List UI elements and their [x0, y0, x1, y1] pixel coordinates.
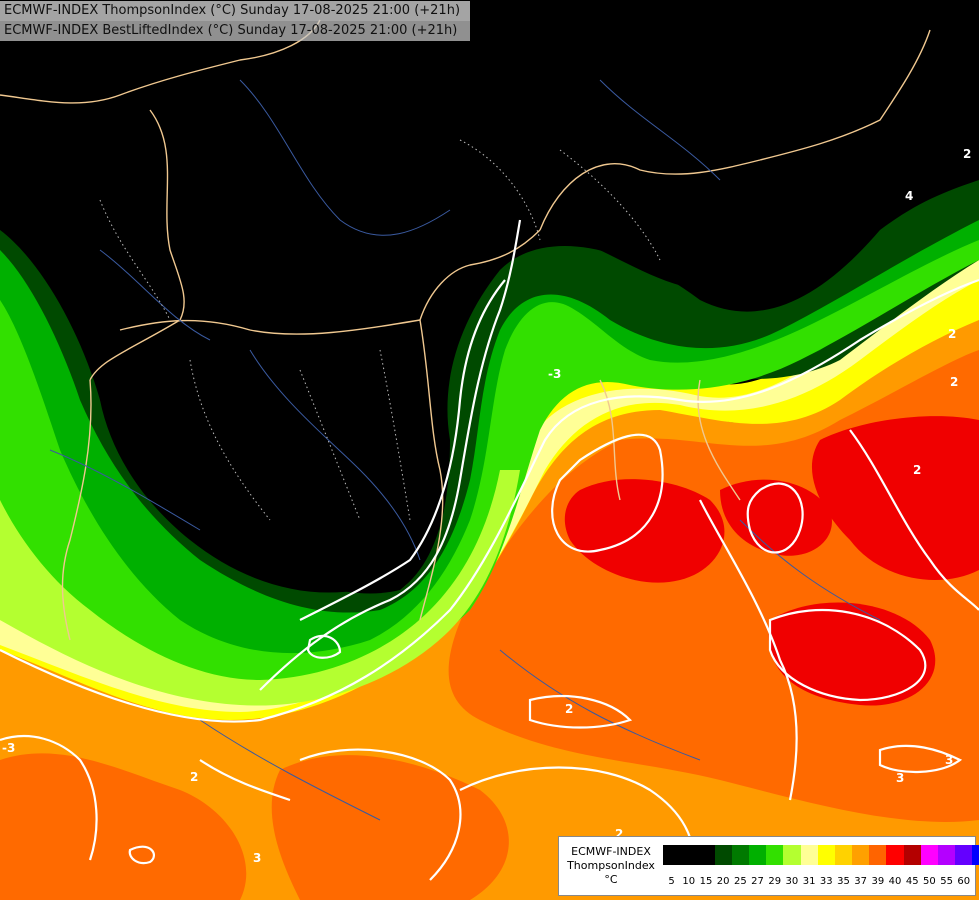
red-cell-mid: [720, 479, 832, 556]
legend-tick-label: 10: [682, 876, 696, 887]
light-green-field: [0, 470, 520, 706]
legend-swatch: [817, 845, 835, 865]
contour-label: 2: [950, 375, 958, 389]
legend-tick-label: 20: [716, 876, 730, 887]
legend-swatch: [869, 845, 887, 865]
legend-swatch: [955, 845, 973, 865]
legend-swatch: [663, 845, 681, 865]
contour-label: 2: [948, 327, 956, 341]
legend-swatch: [800, 845, 818, 865]
contour-label: 3: [253, 851, 261, 865]
legend-swatch: [766, 845, 784, 865]
contour-label: -3: [548, 367, 561, 381]
legend-tick-label: 15: [699, 876, 713, 887]
dotted-isolines: [99, 139, 661, 521]
legend-tick-label: 37: [854, 876, 868, 887]
legend-swatch: [731, 845, 749, 865]
legend-tick-label: 31: [802, 876, 816, 887]
legend-tick-label: 33: [819, 876, 833, 887]
contour-label: 2: [615, 827, 623, 841]
contour-label: 2: [190, 770, 198, 784]
contour-label: 2: [565, 702, 573, 716]
contour-label: 3: [896, 771, 904, 785]
bright-green-field: [0, 240, 979, 686]
legend-tick-label: 39: [871, 876, 885, 887]
legend-tick-label: 30: [785, 876, 799, 887]
contour-label: 2: [963, 147, 971, 161]
legend-tick-label: 60: [957, 876, 971, 887]
legend-source: ECMWF-INDEX: [571, 845, 651, 858]
legend-unit: °C: [604, 873, 618, 886]
country-borders: [0, 19, 931, 641]
legend-swatch: [972, 845, 979, 865]
contour-label: -3: [2, 741, 15, 755]
legend-tick-label: 55: [940, 876, 953, 887]
legend-tick-label: 29: [768, 876, 782, 887]
dark-orange-field-sw: [0, 753, 247, 900]
legend-swatch: [748, 845, 767, 865]
black-north-region: [0, 0, 979, 292]
legend-variable: ThompsonIndex: [567, 859, 655, 872]
legend-swatch: [697, 845, 715, 865]
red-cell-e2: [892, 477, 960, 552]
contour-labels: 2 2 2 2 3 3 3 2 2 4 -3 -3 2: [2, 147, 971, 865]
legend-swatch: [886, 845, 904, 865]
legend-tick-label: 25: [733, 876, 747, 887]
legend-swatch: [680, 845, 698, 865]
legend-tick-label: 27: [751, 876, 764, 887]
map-title-primary: ECMWF-INDEX ThompsonIndex (°C) Sunday 17…: [0, 1, 470, 21]
color-legend: ECMWF-INDEX ThompsonIndex °C 5 10 15 20 25 27…: [558, 836, 979, 896]
map-title-secondary: ECMWF-INDEX BestLiftedIndex (°C) Sunday …: [0, 21, 470, 41]
legend-tick-label: 35: [837, 876, 850, 887]
legend-swatch: [852, 845, 870, 865]
legend-swatch: [783, 845, 801, 865]
contour-label: 4: [905, 189, 913, 203]
dark-orange-field-s: [271, 755, 509, 900]
black-plain-region: [100, 300, 438, 593]
legend-tick-label: 50: [923, 876, 936, 887]
legend-swatches: [663, 845, 979, 865]
legend-swatch: [938, 845, 956, 865]
legend-swatch: [903, 845, 921, 865]
contour-label: 3: [945, 753, 953, 767]
legend-ticks: 5 10 15 20 25 27 29 30 31 33 35 37 39 40 45 50 55 60: [663, 875, 972, 889]
contour-label: 2: [913, 463, 921, 477]
rivers: [49, 79, 881, 821]
legend-swatch: [920, 845, 938, 865]
legend-tick-label: 45: [905, 876, 919, 887]
legend-tick-label: 40: [888, 876, 902, 887]
legend-title: ECMWF-INDEX ThompsonIndex °C: [563, 845, 659, 887]
white-isolines: [0, 219, 979, 881]
red-cell-center: [564, 479, 725, 583]
legend-swatch: [714, 845, 732, 865]
legend-tick-label: 5: [668, 876, 675, 887]
legend-swatch: [834, 845, 853, 865]
